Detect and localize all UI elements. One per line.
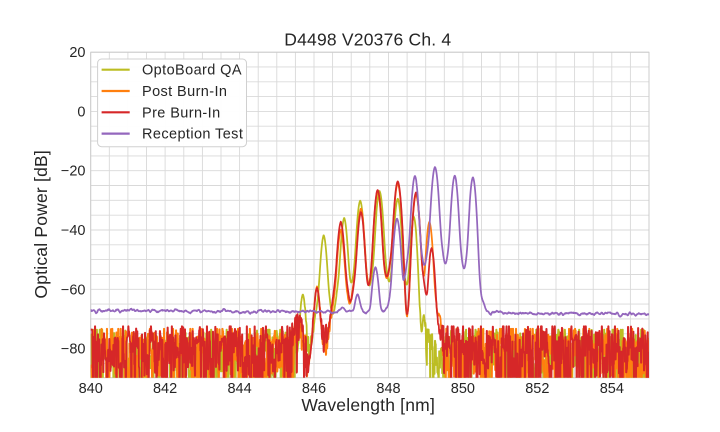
svg-text:840: 840 bbox=[79, 381, 103, 397]
svg-text:852: 852 bbox=[525, 381, 549, 397]
svg-text:850: 850 bbox=[451, 381, 475, 397]
svg-text:842: 842 bbox=[153, 381, 177, 397]
svg-text:Reception Test: Reception Test bbox=[142, 127, 243, 143]
svg-text:844: 844 bbox=[227, 381, 251, 397]
svg-text:20: 20 bbox=[69, 45, 85, 61]
svg-text:854: 854 bbox=[600, 381, 624, 397]
svg-text:0: 0 bbox=[77, 104, 85, 120]
svg-text:Wavelength [nm]: Wavelength [nm] bbox=[301, 395, 435, 415]
svg-text:−40: −40 bbox=[61, 223, 86, 239]
svg-text:848: 848 bbox=[376, 381, 400, 397]
svg-text:Optical Power [dB]: Optical Power [dB] bbox=[31, 150, 51, 299]
svg-text:Pre Burn-In: Pre Burn-In bbox=[142, 105, 221, 121]
svg-text:Post Burn-In: Post Burn-In bbox=[142, 84, 227, 100]
svg-text:846: 846 bbox=[302, 381, 326, 397]
svg-text:D4498 V20376 Ch. 4: D4498 V20376 Ch. 4 bbox=[284, 30, 451, 50]
svg-text:−80: −80 bbox=[61, 342, 86, 358]
svg-text:OptoBoard QA: OptoBoard QA bbox=[142, 63, 242, 79]
svg-text:−20: −20 bbox=[61, 164, 86, 180]
svg-text:−60: −60 bbox=[61, 282, 86, 298]
